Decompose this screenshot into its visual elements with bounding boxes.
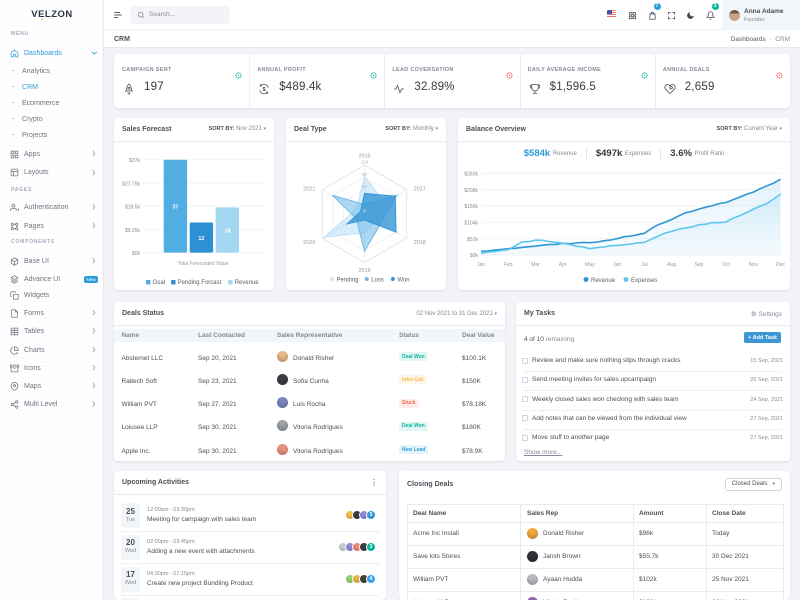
svg-text:Nov: Nov: [749, 262, 758, 268]
svg-text:Jul: Jul: [641, 262, 647, 268]
svg-text:Total Forecasted Value: Total Forecasted Value: [178, 261, 229, 267]
svg-text:$37k: $37k: [129, 158, 140, 164]
svg-text:Feb: Feb: [504, 262, 513, 268]
svg-text:Oct: Oct: [722, 262, 730, 268]
svg-text:2021: 2021: [303, 186, 315, 192]
svg-text:Aug: Aug: [667, 262, 676, 268]
svg-text:Apr: Apr: [559, 262, 567, 268]
svg-text:120: 120: [361, 159, 369, 164]
svg-text:$9.25k: $9.25k: [125, 227, 141, 233]
svg-text:Pending Forcast: Pending Forcast: [178, 280, 222, 286]
svg-text:$208k: $208k: [464, 187, 478, 193]
svg-text:$18.5k: $18.5k: [125, 204, 141, 210]
svg-text:May: May: [585, 262, 595, 268]
svg-text:Jun: Jun: [613, 262, 621, 268]
svg-text:Revenue: Revenue: [591, 277, 616, 283]
svg-text:$104k: $104k: [464, 220, 478, 226]
svg-text:Pending: Pending: [337, 277, 359, 283]
svg-text:2017: 2017: [414, 186, 426, 192]
svg-text:0: 0: [363, 208, 366, 213]
svg-text:90: 90: [362, 171, 368, 176]
svg-text:37: 37: [172, 204, 178, 210]
svg-text:12: 12: [198, 236, 204, 242]
svg-text:2018: 2018: [414, 240, 426, 246]
svg-text:$27.75k: $27.75k: [122, 181, 140, 187]
svg-text:2019: 2019: [358, 268, 370, 274]
svg-text:Goal: Goal: [153, 280, 166, 286]
svg-text:2020: 2020: [303, 240, 315, 246]
svg-text:$52k: $52k: [467, 236, 478, 242]
svg-text:$156k: $156k: [464, 204, 478, 210]
svg-text:Dec: Dec: [776, 262, 785, 268]
svg-text:Won: Won: [397, 277, 409, 283]
svg-text:Sep: Sep: [694, 262, 703, 268]
svg-text:Expenses: Expenses: [631, 277, 657, 283]
svg-text:Mar: Mar: [531, 262, 540, 268]
svg-text:18: 18: [224, 228, 230, 234]
svg-text:Loss: Loss: [371, 277, 384, 283]
svg-text:60: 60: [362, 184, 368, 189]
svg-text:$0k: $0k: [470, 253, 479, 259]
svg-text:$260k: $260k: [464, 171, 478, 177]
svg-text:Jan: Jan: [477, 262, 485, 268]
svg-text:$0k: $0k: [132, 251, 141, 257]
svg-text:$: $: [263, 86, 266, 92]
svg-text:Revenue: Revenue: [235, 280, 260, 286]
svg-text:2016: 2016: [358, 153, 370, 159]
